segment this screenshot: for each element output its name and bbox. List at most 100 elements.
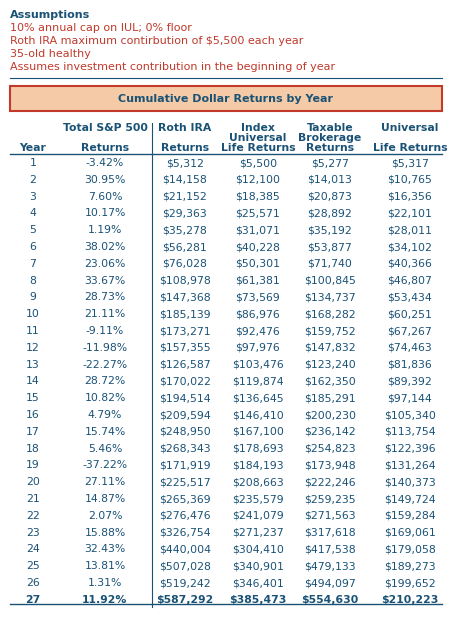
Text: $157,355: $157,355	[159, 343, 210, 353]
Text: $440,004: $440,004	[159, 544, 211, 554]
Text: 14.87%: 14.87%	[84, 494, 125, 504]
Text: $56,281: $56,281	[162, 242, 207, 252]
Text: $170,022: $170,022	[159, 377, 211, 387]
Text: $169,061: $169,061	[383, 528, 435, 538]
Text: -37.22%: -37.22%	[82, 460, 127, 471]
Text: $10,765: $10,765	[387, 175, 432, 185]
FancyBboxPatch shape	[10, 86, 441, 111]
Text: $209,594: $209,594	[159, 410, 211, 420]
Text: $326,754: $326,754	[159, 528, 210, 538]
Text: 3: 3	[29, 192, 37, 201]
Text: Brokerage: Brokerage	[298, 133, 361, 143]
Text: $20,873: $20,873	[307, 192, 352, 201]
Text: 11.92%: 11.92%	[82, 595, 127, 605]
Text: Universal: Universal	[229, 133, 286, 143]
Text: 32.43%: 32.43%	[84, 544, 125, 554]
Text: $100,845: $100,845	[304, 276, 355, 286]
Text: $29,363: $29,363	[162, 208, 207, 218]
Text: 10.82%: 10.82%	[84, 393, 125, 403]
Text: $74,463: $74,463	[387, 343, 432, 353]
Text: -11.98%: -11.98%	[82, 343, 127, 353]
Text: $254,823: $254,823	[304, 444, 355, 453]
Text: Universal: Universal	[381, 123, 438, 133]
Text: 10.17%: 10.17%	[84, 208, 125, 218]
Text: 7: 7	[29, 259, 37, 269]
Text: 18: 18	[26, 444, 40, 453]
Text: $40,366: $40,366	[387, 259, 432, 269]
Text: $35,278: $35,278	[162, 225, 207, 235]
Text: $241,079: $241,079	[232, 511, 283, 521]
Text: $189,273: $189,273	[383, 561, 435, 572]
Text: $28,011: $28,011	[387, 225, 432, 235]
Text: 22: 22	[26, 511, 40, 521]
Text: $35,192: $35,192	[307, 225, 352, 235]
Text: $208,663: $208,663	[232, 477, 283, 487]
Text: 20: 20	[26, 477, 40, 487]
Text: 19: 19	[26, 460, 40, 471]
Text: $92,476: $92,476	[235, 326, 280, 336]
Text: $76,028: $76,028	[162, 259, 207, 269]
Text: 15.74%: 15.74%	[84, 427, 125, 437]
Text: $105,340: $105,340	[383, 410, 435, 420]
Text: $507,028: $507,028	[159, 561, 211, 572]
Text: $50,301: $50,301	[235, 259, 280, 269]
Text: 2.07%: 2.07%	[87, 511, 122, 521]
Text: 16: 16	[26, 410, 40, 420]
Text: 2: 2	[29, 175, 37, 185]
Text: 15: 15	[26, 393, 40, 403]
Text: $385,473: $385,473	[229, 595, 286, 605]
Text: $185,139: $185,139	[159, 309, 210, 319]
Text: $178,693: $178,693	[232, 444, 283, 453]
Text: 28.73%: 28.73%	[84, 292, 125, 302]
Text: $554,630: $554,630	[301, 595, 358, 605]
Text: Assumptions: Assumptions	[10, 10, 90, 20]
Text: 38.02%: 38.02%	[84, 242, 125, 252]
Text: $146,410: $146,410	[232, 410, 283, 420]
Text: $494,097: $494,097	[304, 578, 355, 588]
Text: $162,350: $162,350	[304, 377, 355, 387]
Text: $28,892: $28,892	[307, 208, 352, 218]
Text: 5.46%: 5.46%	[87, 444, 122, 453]
Text: $60,251: $60,251	[387, 309, 432, 319]
Text: 9: 9	[29, 292, 37, 302]
Text: $200,230: $200,230	[304, 410, 355, 420]
Text: Returns: Returns	[161, 143, 209, 153]
Text: $248,950: $248,950	[159, 427, 211, 437]
Text: Total S&P 500: Total S&P 500	[62, 123, 147, 133]
Text: 10: 10	[26, 309, 40, 319]
Text: Roth IRA: Roth IRA	[158, 123, 211, 133]
Text: $276,476: $276,476	[159, 511, 210, 521]
Text: $519,242: $519,242	[159, 578, 210, 588]
Text: Returns: Returns	[305, 143, 353, 153]
Text: 8: 8	[29, 276, 37, 286]
Text: Cumulative Dollar Returns by Year: Cumulative Dollar Returns by Year	[118, 93, 333, 104]
Text: $97,976: $97,976	[235, 343, 280, 353]
Text: $122,396: $122,396	[383, 444, 435, 453]
Text: $103,476: $103,476	[232, 359, 283, 370]
Text: 4.79%: 4.79%	[87, 410, 122, 420]
Text: $31,071: $31,071	[235, 225, 280, 235]
Text: 27: 27	[25, 595, 41, 605]
Text: $46,807: $46,807	[387, 276, 432, 286]
Text: $268,343: $268,343	[159, 444, 210, 453]
Text: $61,381: $61,381	[235, 276, 280, 286]
Text: Index: Index	[240, 123, 274, 133]
Text: $173,948: $173,948	[304, 460, 355, 471]
Text: $259,235: $259,235	[304, 494, 355, 504]
Text: $236,142: $236,142	[304, 427, 355, 437]
Text: 1.19%: 1.19%	[87, 225, 122, 235]
Text: $89,392: $89,392	[387, 377, 432, 387]
Text: Assumes investment contribution in the beginning of year: Assumes investment contribution in the b…	[10, 62, 334, 72]
Text: 26: 26	[26, 578, 40, 588]
Text: $136,645: $136,645	[232, 393, 283, 403]
Text: $53,877: $53,877	[307, 242, 352, 252]
Text: $304,410: $304,410	[231, 544, 283, 554]
Text: 1: 1	[29, 158, 37, 168]
Text: $22,101: $22,101	[387, 208, 432, 218]
Text: 5: 5	[29, 225, 37, 235]
Text: $126,587: $126,587	[159, 359, 210, 370]
Text: 21.11%: 21.11%	[84, 309, 125, 319]
Text: $140,373: $140,373	[383, 477, 435, 487]
Text: $149,724: $149,724	[383, 494, 435, 504]
Text: $171,919: $171,919	[159, 460, 210, 471]
